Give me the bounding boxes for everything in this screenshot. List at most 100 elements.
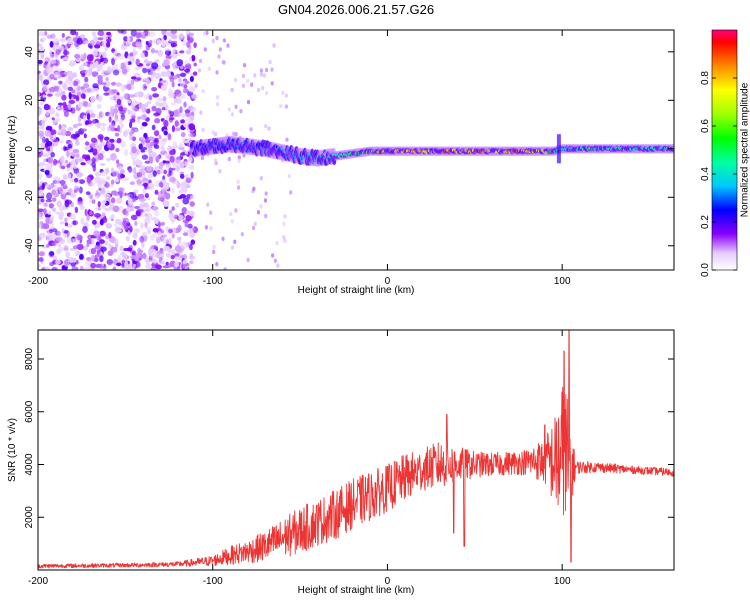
noise-speckle <box>153 232 157 239</box>
noise-speckle <box>141 154 149 160</box>
noise-speckle <box>54 119 59 124</box>
noise-speckle <box>51 189 57 196</box>
noise-speckle <box>117 125 121 132</box>
noise-speckle <box>64 200 70 208</box>
noise-speckle <box>83 83 90 89</box>
noise-speckle <box>65 251 70 259</box>
noise-speckle <box>82 100 89 107</box>
noise-speckle <box>246 99 251 105</box>
noise-speckle <box>184 109 191 114</box>
noise-speckle <box>144 222 148 228</box>
noise-speckle <box>175 89 182 98</box>
noise-speckle <box>89 40 95 46</box>
noise-speckle <box>84 260 91 266</box>
noise-speckle <box>173 253 180 258</box>
noise-speckle <box>154 72 162 80</box>
noise-speckle <box>158 164 163 170</box>
noise-speckle <box>189 57 192 61</box>
noise-speckle <box>182 197 190 205</box>
noise-speckle <box>157 231 162 238</box>
noise-speckle <box>130 109 136 117</box>
noise-speckle <box>68 99 75 105</box>
noise-speckle <box>131 103 135 111</box>
noise-speckle <box>100 82 107 86</box>
noise-speckle <box>193 62 197 67</box>
noise-speckle <box>63 245 69 251</box>
noise-speckle <box>89 143 96 149</box>
noise-speckle <box>69 192 76 198</box>
noise-speckle <box>46 192 53 200</box>
noise-speckle <box>214 158 218 163</box>
noise-speckle <box>182 140 190 144</box>
noise-speckle <box>163 34 167 41</box>
noise-speckle <box>38 125 43 130</box>
noise-speckle <box>259 204 263 209</box>
noise-speckle <box>189 115 194 121</box>
noise-speckle <box>49 73 55 80</box>
snr-y-ticks: 2000 4000 6000 8000 <box>24 347 674 528</box>
noise-speckle <box>201 88 205 94</box>
noise-speckle <box>72 149 80 154</box>
noise-speckle <box>76 172 84 178</box>
noise-speckle <box>100 123 107 127</box>
noise-speckle <box>132 136 137 142</box>
noise-speckle <box>72 245 79 250</box>
noise-speckle <box>65 79 70 83</box>
noise-speckle <box>82 154 87 160</box>
noise-speckle <box>72 80 79 87</box>
noise-speckle <box>95 144 103 152</box>
noise-speckle <box>97 74 103 81</box>
noise-speckle <box>160 229 165 234</box>
noise-speckle <box>237 158 241 163</box>
noise-speckle <box>177 236 182 241</box>
noise-speckle <box>142 67 148 74</box>
figure-title: GN04.2026.006.21.57.G26 <box>278 2 434 17</box>
noise-speckle <box>152 259 158 264</box>
y-tick-label: 8000 <box>24 347 35 370</box>
noise-speckle <box>94 60 99 68</box>
noise-speckle <box>100 170 108 177</box>
noise-speckle <box>188 86 196 93</box>
noise-speckle <box>106 259 114 265</box>
noise-speckle <box>125 40 131 48</box>
noise-speckle <box>165 184 170 190</box>
noise-speckle <box>95 207 99 211</box>
noise-speckle <box>90 254 95 261</box>
noise-speckle <box>41 123 45 130</box>
noise-speckle <box>145 262 151 270</box>
x-tick-label: 0 <box>385 276 391 287</box>
noise-speckle <box>120 84 126 92</box>
noise-speckle <box>38 59 43 64</box>
noise-speckle <box>130 214 138 221</box>
noise-speckle <box>168 228 174 234</box>
noise-speckle <box>77 101 83 109</box>
noise-speckle <box>212 249 216 255</box>
noise-speckle <box>185 177 192 183</box>
noise-speckle <box>156 252 160 259</box>
noise-speckle <box>149 31 156 37</box>
noise-speckle <box>178 239 182 244</box>
spectrogram-x-label: Height of straight line (km) <box>298 285 415 296</box>
noise-speckle <box>90 247 97 255</box>
noise-speckle <box>287 174 291 179</box>
noise-speckle <box>72 220 77 226</box>
noise-speckle <box>169 77 175 83</box>
noise-speckle <box>188 210 195 217</box>
noise-speckle <box>109 138 115 143</box>
noise-speckle <box>218 169 222 174</box>
noise-speckle <box>178 33 184 39</box>
noise-speckle <box>38 31 45 37</box>
noise-speckle <box>54 71 60 80</box>
x-tick-label: 0 <box>385 576 391 587</box>
colorbar: 0.0 0.2 0.4 0.6 0.8 Normalized spectral ampl… <box>700 29 750 277</box>
noise-speckle <box>256 210 261 215</box>
noise-speckle <box>49 261 55 267</box>
noise-speckle <box>86 176 92 184</box>
noise-speckle <box>267 126 271 131</box>
noise-speckle <box>230 219 234 224</box>
noise-speckle <box>148 156 154 164</box>
noise-speckle <box>103 92 110 96</box>
y-tick-label: 6000 <box>24 400 35 423</box>
noise-speckle <box>147 229 151 234</box>
noise-speckle <box>232 131 236 136</box>
